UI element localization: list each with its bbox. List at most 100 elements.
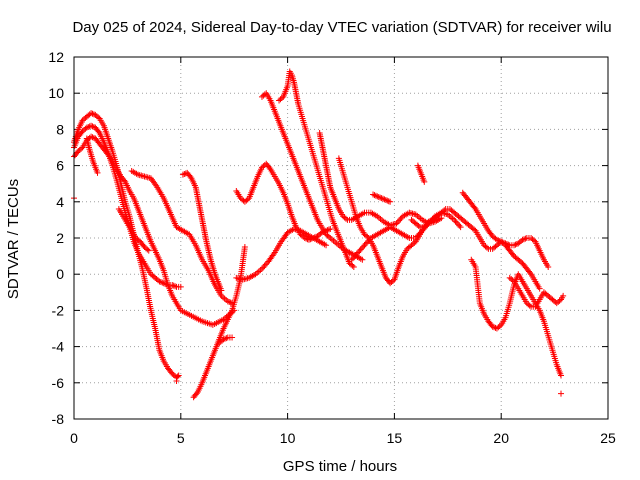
data-point bbox=[496, 323, 503, 330]
y-tick-label: 10 bbox=[48, 85, 64, 101]
data-point bbox=[94, 169, 101, 176]
chart-title: Day 025 of 2024, Sidereal Day-to-day VTE… bbox=[72, 19, 611, 36]
x-tick-label: 15 bbox=[387, 430, 403, 446]
data-point bbox=[389, 277, 396, 284]
y-tick-label: 4 bbox=[56, 194, 64, 210]
data-point bbox=[375, 193, 382, 200]
data-point bbox=[387, 198, 394, 205]
data-point bbox=[221, 335, 228, 342]
data-point bbox=[175, 372, 182, 379]
data-point bbox=[350, 263, 357, 270]
data-point bbox=[305, 236, 312, 243]
data-point bbox=[88, 110, 95, 117]
data-point bbox=[374, 193, 381, 200]
data-point bbox=[370, 191, 377, 198]
data-point bbox=[144, 246, 151, 253]
data-point bbox=[509, 277, 516, 284]
y-tick-label: -6 bbox=[52, 375, 65, 391]
data-point bbox=[241, 244, 248, 251]
data-point bbox=[378, 195, 385, 202]
data-point bbox=[493, 236, 500, 243]
data-point bbox=[357, 246, 364, 253]
data-point bbox=[187, 173, 194, 180]
y-tick-label: 12 bbox=[48, 49, 64, 65]
series-track-12 bbox=[258, 90, 366, 263]
data-point bbox=[412, 235, 419, 241]
series-track-13 bbox=[276, 68, 357, 270]
y-tick-label: 2 bbox=[56, 230, 64, 246]
data-point bbox=[159, 279, 166, 286]
data-point bbox=[512, 241, 519, 248]
data-point bbox=[511, 242, 518, 249]
data-point bbox=[352, 252, 359, 259]
data-point bbox=[95, 128, 102, 135]
data-point bbox=[353, 250, 360, 257]
data-point bbox=[416, 230, 423, 237]
data-point bbox=[88, 133, 95, 140]
x-axis-label: GPS time / hours bbox=[283, 458, 397, 475]
data-point bbox=[415, 232, 422, 239]
data-point bbox=[452, 218, 459, 225]
data-point bbox=[327, 225, 334, 232]
data-point bbox=[438, 215, 445, 222]
data-point bbox=[177, 283, 184, 290]
data-point bbox=[377, 194, 384, 201]
data-point bbox=[362, 240, 369, 247]
x-tick-label: 0 bbox=[70, 430, 78, 446]
data-point bbox=[325, 226, 332, 233]
data-point bbox=[349, 255, 356, 262]
data-point bbox=[457, 224, 464, 231]
data-point bbox=[359, 256, 366, 263]
data-point bbox=[360, 243, 367, 250]
data-point bbox=[381, 196, 388, 203]
data-point bbox=[372, 192, 379, 199]
data-points bbox=[71, 68, 567, 401]
data-point bbox=[121, 177, 128, 184]
data-point bbox=[301, 235, 308, 241]
data-point bbox=[351, 253, 358, 260]
data-point bbox=[220, 336, 227, 343]
series-track-17 bbox=[370, 191, 394, 205]
series-track-3 bbox=[71, 133, 238, 328]
data-point bbox=[384, 197, 391, 204]
series-track-4 bbox=[83, 135, 101, 176]
data-point bbox=[483, 244, 490, 251]
data-point bbox=[519, 236, 526, 243]
data-point bbox=[451, 216, 458, 223]
data-point bbox=[224, 298, 231, 305]
series-track-20 bbox=[459, 189, 543, 292]
data-point bbox=[323, 242, 330, 249]
data-point bbox=[358, 245, 365, 252]
axis-ticks: 0 5 10 15 20 25 -8 -6 -4 -2 0 2 4 6 8 10 12 bbox=[48, 49, 616, 446]
data-point bbox=[156, 278, 163, 285]
series-track-5 bbox=[128, 168, 236, 307]
data-point bbox=[193, 390, 200, 397]
data-point bbox=[145, 247, 152, 254]
series-track-21 bbox=[468, 256, 565, 379]
data-point bbox=[89, 123, 96, 130]
y-tick-label: -2 bbox=[52, 302, 65, 318]
data-point bbox=[355, 249, 362, 256]
data-point bbox=[556, 297, 563, 304]
data-point bbox=[157, 279, 164, 286]
data-point bbox=[421, 178, 428, 185]
data-point bbox=[262, 261, 269, 268]
data-point bbox=[441, 207, 448, 214]
data-point bbox=[530, 237, 537, 244]
data-point bbox=[95, 114, 102, 121]
data-point bbox=[417, 229, 424, 236]
data-point bbox=[489, 323, 496, 330]
data-point bbox=[88, 122, 95, 129]
x-tick-label: 5 bbox=[177, 430, 185, 446]
data-point bbox=[545, 263, 552, 270]
data-point bbox=[342, 215, 349, 222]
data-point bbox=[83, 124, 90, 131]
data-point bbox=[89, 134, 96, 141]
data-point bbox=[560, 292, 567, 299]
data-point bbox=[455, 221, 462, 228]
data-point bbox=[244, 196, 251, 203]
data-point bbox=[380, 195, 387, 202]
data-point bbox=[396, 217, 403, 224]
data-point bbox=[261, 262, 268, 269]
